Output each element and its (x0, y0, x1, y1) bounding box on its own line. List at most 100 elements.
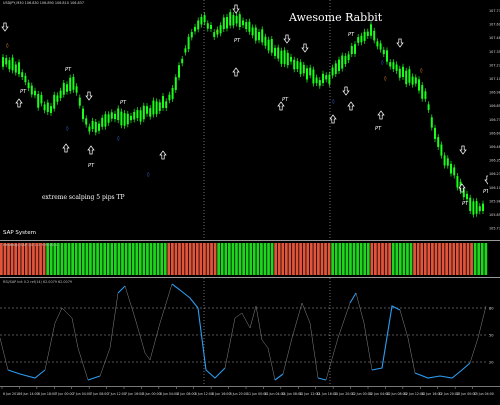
date-axis-label: 12 Jun 12:00 (404, 392, 424, 396)
candle (347, 51, 350, 64)
sap-heatmap-bar (242, 243, 245, 275)
candle (306, 65, 308, 83)
candle (178, 62, 180, 81)
sap-heatmap-bar (149, 243, 153, 275)
sap-heatmap-bar (96, 243, 99, 275)
sap-heatmap-bar (131, 243, 135, 275)
candle (88, 123, 91, 135)
sap-heatmap-bar (92, 243, 96, 275)
sap-heatmap-bar (309, 243, 313, 275)
sap-heatmap-bar (423, 243, 427, 275)
candle (210, 21, 212, 32)
date-axis-label: 11 Jun 04:00 (264, 392, 284, 396)
sap-heatmap-bar (156, 243, 160, 275)
up-arrow-icon (347, 101, 355, 111)
candle (354, 41, 356, 57)
candle (341, 52, 344, 72)
candle (274, 44, 276, 59)
rsi-level-label: 80 (489, 307, 494, 311)
pane-separator[interactable] (0, 277, 500, 278)
sap-heatmap-bar (406, 243, 409, 275)
candle (251, 24, 254, 39)
candle (389, 59, 392, 70)
candle (434, 124, 436, 142)
rsi-indicator-pane[interactable] (0, 278, 488, 386)
candle (238, 11, 241, 31)
date-axis-label: 7 Jun 00:00 (55, 392, 73, 396)
candle (302, 61, 305, 77)
candle (62, 79, 65, 98)
pane-separator[interactable] (0, 240, 500, 241)
sap-heatmap-bar (270, 243, 274, 275)
down-arrow-icon (342, 86, 350, 96)
candle (446, 155, 449, 169)
candle (267, 36, 270, 54)
sap-heatmap-bar (106, 243, 110, 275)
sap-heatmap-bar (288, 243, 292, 275)
sap-heatmap-bar (292, 243, 295, 275)
price-axis-tick: 106.10 (489, 186, 500, 190)
date-axis-label: 6 Jun 18:00 (38, 392, 56, 396)
candle (43, 101, 46, 114)
date-axis-label: 12 Jun 08:00 (386, 392, 406, 396)
candle (50, 103, 52, 116)
candle (366, 28, 369, 39)
candle (379, 40, 382, 53)
sap-heatmap-bar (302, 243, 306, 275)
up-arrow-icon (377, 110, 385, 120)
sap-heatmap-bar (341, 243, 345, 275)
candle (123, 110, 126, 129)
rsi-signal-line (7, 369, 46, 379)
candle (46, 99, 49, 116)
candle (296, 58, 299, 73)
candle (334, 60, 337, 78)
sap-heatmap-bar (359, 243, 363, 275)
candle (475, 198, 478, 217)
candle (78, 94, 81, 109)
price-chart-pane[interactable]: ◊ ◊ ◊ ◊ ◊ ◊ ◊ ◊ ◊ ◊ PT PT PT PT PT PT PT PT PT PT (0, 0, 492, 240)
sap-heatmap-bar (199, 243, 203, 275)
candle (331, 64, 334, 79)
candle (85, 115, 88, 128)
pt-label: PT (20, 89, 27, 95)
sap-heatmap-bar (484, 243, 488, 275)
candle (130, 112, 132, 124)
sap-heatmap-bar (431, 243, 434, 275)
orange-signal-marker: ◊ (350, 13, 353, 20)
candle (453, 164, 456, 179)
sap-heatmap-bar (28, 243, 32, 275)
sap-heatmap-bar (459, 243, 463, 275)
candle (283, 47, 286, 68)
sap-heatmap-bar (167, 243, 171, 275)
date-axis-label: 7 Jun 08:00 (90, 392, 108, 396)
sap-heatmap-bar (160, 243, 164, 275)
date-axis-label: 12 Jun 00:00 (352, 392, 372, 396)
sap-heatmap-bar (327, 243, 331, 275)
candle (114, 110, 116, 123)
date-axis-label: 7 Jun 04:00 (73, 392, 91, 396)
price-chart-canvas[interactable]: ◊ ◊ ◊ ◊ ◊ ◊ ◊ ◊ ◊ ◊ PT PT PT PT PT PT PT PT PT PT (0, 0, 492, 240)
sap-heatmap-bar (356, 243, 359, 275)
candle (107, 111, 110, 126)
candle (69, 74, 72, 95)
sap-heatmap-bar (324, 243, 327, 275)
sap-heatmap-bar (188, 243, 192, 275)
sap-heatmap-bar (281, 243, 285, 275)
sap-heatmap-bar (245, 243, 249, 275)
candle (136, 107, 139, 122)
sap-heatmap-bar (345, 243, 349, 275)
sap-heatmap-bar (402, 243, 406, 275)
candle (386, 47, 388, 65)
sap-heatmap-bar (178, 243, 181, 275)
down-arrow-icon (301, 43, 309, 53)
candle (373, 27, 376, 44)
sap-heatmap-bar (53, 243, 57, 275)
candle (2, 54, 4, 70)
sap-heatmap-pane[interactable] (0, 241, 488, 277)
sap-heatmap-bar (363, 243, 367, 275)
candle (382, 46, 385, 58)
candle (11, 54, 14, 74)
candle (91, 117, 94, 133)
sap-heatmap-bar (56, 243, 60, 275)
candle (37, 90, 40, 111)
